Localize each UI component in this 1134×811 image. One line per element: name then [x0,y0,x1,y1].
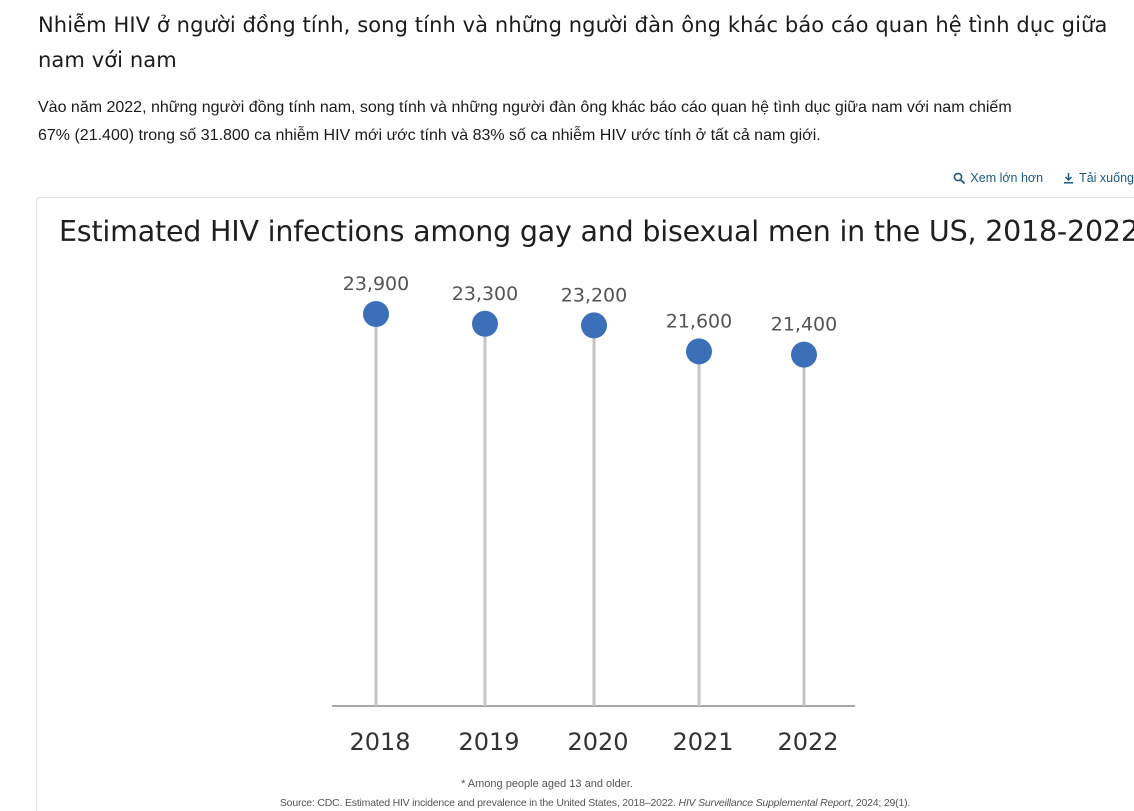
value-label-2022: 21,400 [771,314,837,336]
x-tick-label-2019: 2019 [458,728,519,756]
download-label: Tải xuống [1079,171,1134,185]
x-tick-label-2022: 2022 [777,728,838,756]
point-2021 [686,338,712,365]
enlarge-button[interactable]: Xem lớn hơn [953,171,1043,185]
value-label-2019: 23,300 [452,283,518,305]
download-button[interactable]: Tải xuống [1063,171,1134,185]
x-tick-label-2018: 2018 [349,728,410,756]
summary-line-1: Vào năm 2022, những người đồng tính nam,… [38,99,1012,116]
point-2020 [581,312,607,339]
value-label-2020: 23,200 [561,284,627,306]
source-prefix: Source: CDC. Estimated HIV incidence and… [279,797,679,809]
value-label-2021: 21,600 [666,310,732,332]
point-2022 [791,341,817,368]
chart-title: Estimated HIV infections among gay and b… [59,215,1134,248]
chart-footnote: * Among people aged 13 and older. [461,778,633,790]
summary-paragraph: Vào năm 2022, những người đồng tính nam,… [38,94,1134,150]
x-tick-label-2021: 2021 [672,728,733,756]
source-suffix: , 2024; 29(1). [850,797,911,809]
download-icon [1064,173,1074,184]
point-2018 [363,301,389,327]
value-label-2018: 23,900 [343,273,409,295]
summary-line-2: 67% (21.400) trong số 31.800 ca nhiễm HI… [38,127,821,144]
enlarge-label: Xem lớn hơn [970,171,1044,185]
figure-card[interactable] [36,197,1134,811]
magnifier-icon [954,172,966,184]
chart-source: Source: CDC. Estimated HIV incidence and… [28,797,1134,809]
page-heading: Nhiễm HIV ở người đồng tính, song tính v… [38,13,1108,72]
figure-actions: Xem lớn hơn Tải xuống [933,168,1134,188]
point-2019 [472,310,498,337]
x-tick-label-2020: 2020 [567,728,628,756]
source-journal: HIV Surveillance Supplemental Report [678,797,851,809]
